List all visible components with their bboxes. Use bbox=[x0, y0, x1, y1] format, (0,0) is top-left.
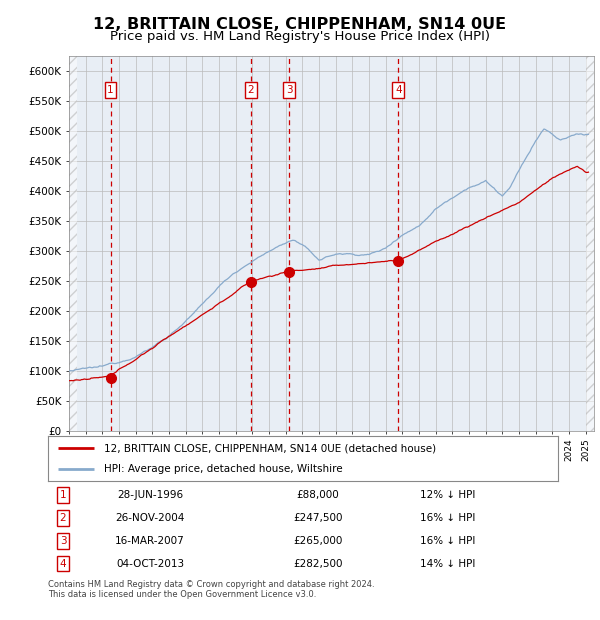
Text: Price paid vs. HM Land Registry's House Price Index (HPI): Price paid vs. HM Land Registry's House … bbox=[110, 30, 490, 43]
Text: 12% ↓ HPI: 12% ↓ HPI bbox=[420, 490, 475, 500]
Text: £247,500: £247,500 bbox=[293, 513, 343, 523]
Text: HPI: Average price, detached house, Wiltshire: HPI: Average price, detached house, Wilt… bbox=[104, 464, 343, 474]
Text: 16% ↓ HPI: 16% ↓ HPI bbox=[420, 536, 475, 546]
Text: 1: 1 bbox=[107, 85, 114, 95]
Text: 12, BRITTAIN CLOSE, CHIPPENHAM, SN14 0UE: 12, BRITTAIN CLOSE, CHIPPENHAM, SN14 0UE bbox=[94, 17, 506, 32]
Text: Contains HM Land Registry data © Crown copyright and database right 2024.
This d: Contains HM Land Registry data © Crown c… bbox=[48, 580, 374, 599]
Text: 04-OCT-2013: 04-OCT-2013 bbox=[116, 559, 184, 569]
Bar bbox=[586, 56, 594, 431]
Text: 28-JUN-1996: 28-JUN-1996 bbox=[117, 490, 183, 500]
Text: 26-NOV-2004: 26-NOV-2004 bbox=[115, 513, 185, 523]
Text: 14% ↓ HPI: 14% ↓ HPI bbox=[420, 559, 475, 569]
Text: 12, BRITTAIN CLOSE, CHIPPENHAM, SN14 0UE (detached house): 12, BRITTAIN CLOSE, CHIPPENHAM, SN14 0UE… bbox=[104, 443, 436, 453]
Text: 2: 2 bbox=[247, 85, 254, 95]
Text: 2: 2 bbox=[59, 513, 67, 523]
Text: 3: 3 bbox=[59, 536, 67, 546]
Text: 3: 3 bbox=[286, 85, 292, 95]
Text: 1: 1 bbox=[59, 490, 67, 500]
Text: 16-MAR-2007: 16-MAR-2007 bbox=[115, 536, 185, 546]
Text: 4: 4 bbox=[59, 559, 67, 569]
Text: £265,000: £265,000 bbox=[293, 536, 343, 546]
Bar bbox=[69, 56, 77, 431]
Text: 16% ↓ HPI: 16% ↓ HPI bbox=[420, 513, 475, 523]
Text: 4: 4 bbox=[395, 85, 401, 95]
Text: £282,500: £282,500 bbox=[293, 559, 343, 569]
Text: £88,000: £88,000 bbox=[296, 490, 340, 500]
